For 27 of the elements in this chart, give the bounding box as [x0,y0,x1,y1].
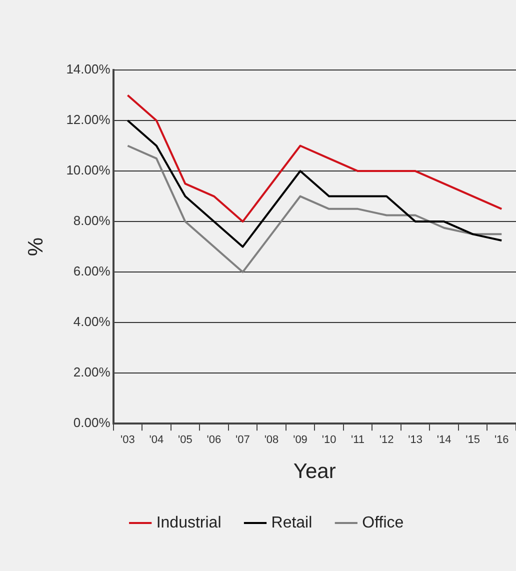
legend-label: Industrial [156,514,222,532]
y-tick-label: 0.00% [73,415,111,430]
x-tick-label: '16 [494,434,509,446]
x-axis-title: Year [293,460,336,484]
x-tick-label: '06 [206,434,222,446]
legend-label: Retail [271,514,312,532]
y-tick-label: 6.00% [73,264,111,279]
x-tick-label: '12 [379,434,394,446]
x-tick-label: '05 [178,434,192,446]
x-tick-label: '04 [149,434,164,446]
y-tick-label: 14.00% [66,62,111,77]
x-tick-label: '14 [436,434,452,446]
y-tick-label: 2.00% [73,364,111,380]
x-tick-label: '13 [408,434,422,446]
x-tick-label: '07 [236,434,250,446]
x-tick-label: '08 [264,434,279,446]
x-tick-label: '15 [466,434,480,446]
y-tick-label: 12.00% [66,112,111,128]
x-tick-label: '03 [120,434,135,446]
legend-label: Office [362,514,404,532]
y-tick-label: 10.00% [66,162,111,178]
y-axis-title: % [24,237,48,256]
x-tick-label: '10 [322,434,336,446]
x-tick-label: '09 [293,434,308,446]
x-tick-label: '11 [351,434,365,446]
y-tick-label: 8.00% [73,213,111,228]
y-tick-label: 4.00% [73,314,111,330]
